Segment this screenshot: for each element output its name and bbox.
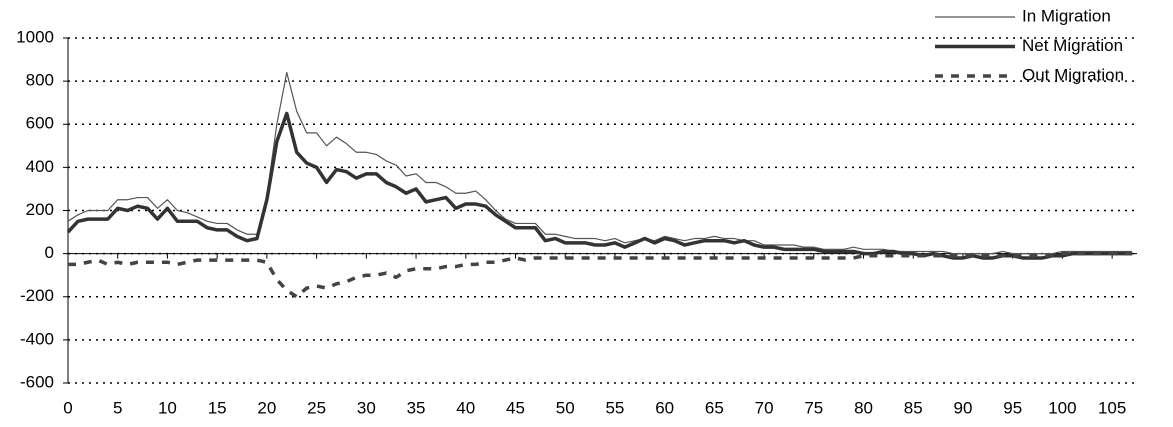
x-tick-label: 100: [1048, 398, 1076, 417]
y-tick-label: 400: [26, 157, 54, 176]
x-tick-label: 55: [605, 398, 624, 417]
x-tick-label: 90: [954, 398, 973, 417]
x-tick-label: 50: [556, 398, 575, 417]
y-tick-label: 600: [26, 114, 54, 133]
y-tick-label: 0: [45, 243, 54, 262]
x-tick-label: 70: [755, 398, 774, 417]
legend-label: Net Migration: [1022, 36, 1123, 55]
x-tick-label: 40: [456, 398, 475, 417]
legend-label: Out Migration: [1022, 65, 1124, 84]
series-line: [66, 111, 1133, 260]
x-tick-label: 15: [208, 398, 227, 417]
series-line: [67, 71, 1133, 255]
y-tick-label: -200: [20, 286, 54, 305]
y-tick-label: -400: [20, 329, 54, 348]
x-tick-label: 20: [257, 398, 276, 417]
y-tick-label: 200: [26, 200, 54, 219]
x-tick-label: 45: [506, 398, 525, 417]
x-tick-label: 65: [705, 398, 724, 417]
x-tick-label: 85: [904, 398, 923, 417]
x-tick-label: 80: [854, 398, 873, 417]
y-tick-label: 800: [26, 71, 54, 90]
x-tick-label: 35: [407, 398, 426, 417]
y-tick-label: 1000: [16, 27, 54, 46]
x-tick-label: 5: [113, 398, 122, 417]
x-tick-label: 95: [1003, 398, 1022, 417]
x-tick-label: 60: [655, 398, 674, 417]
x-tick-label: 25: [307, 398, 326, 417]
x-tick-label: 75: [804, 398, 823, 417]
x-tick-label: 30: [357, 398, 376, 417]
x-tick-label: 10: [158, 398, 177, 417]
series-line: [68, 251, 1133, 299]
x-tick-label: 0: [63, 398, 72, 417]
legend-label: In Migration: [1022, 6, 1111, 25]
y-tick-label: -600: [20, 372, 54, 391]
x-tick-label: 105: [1098, 398, 1126, 417]
